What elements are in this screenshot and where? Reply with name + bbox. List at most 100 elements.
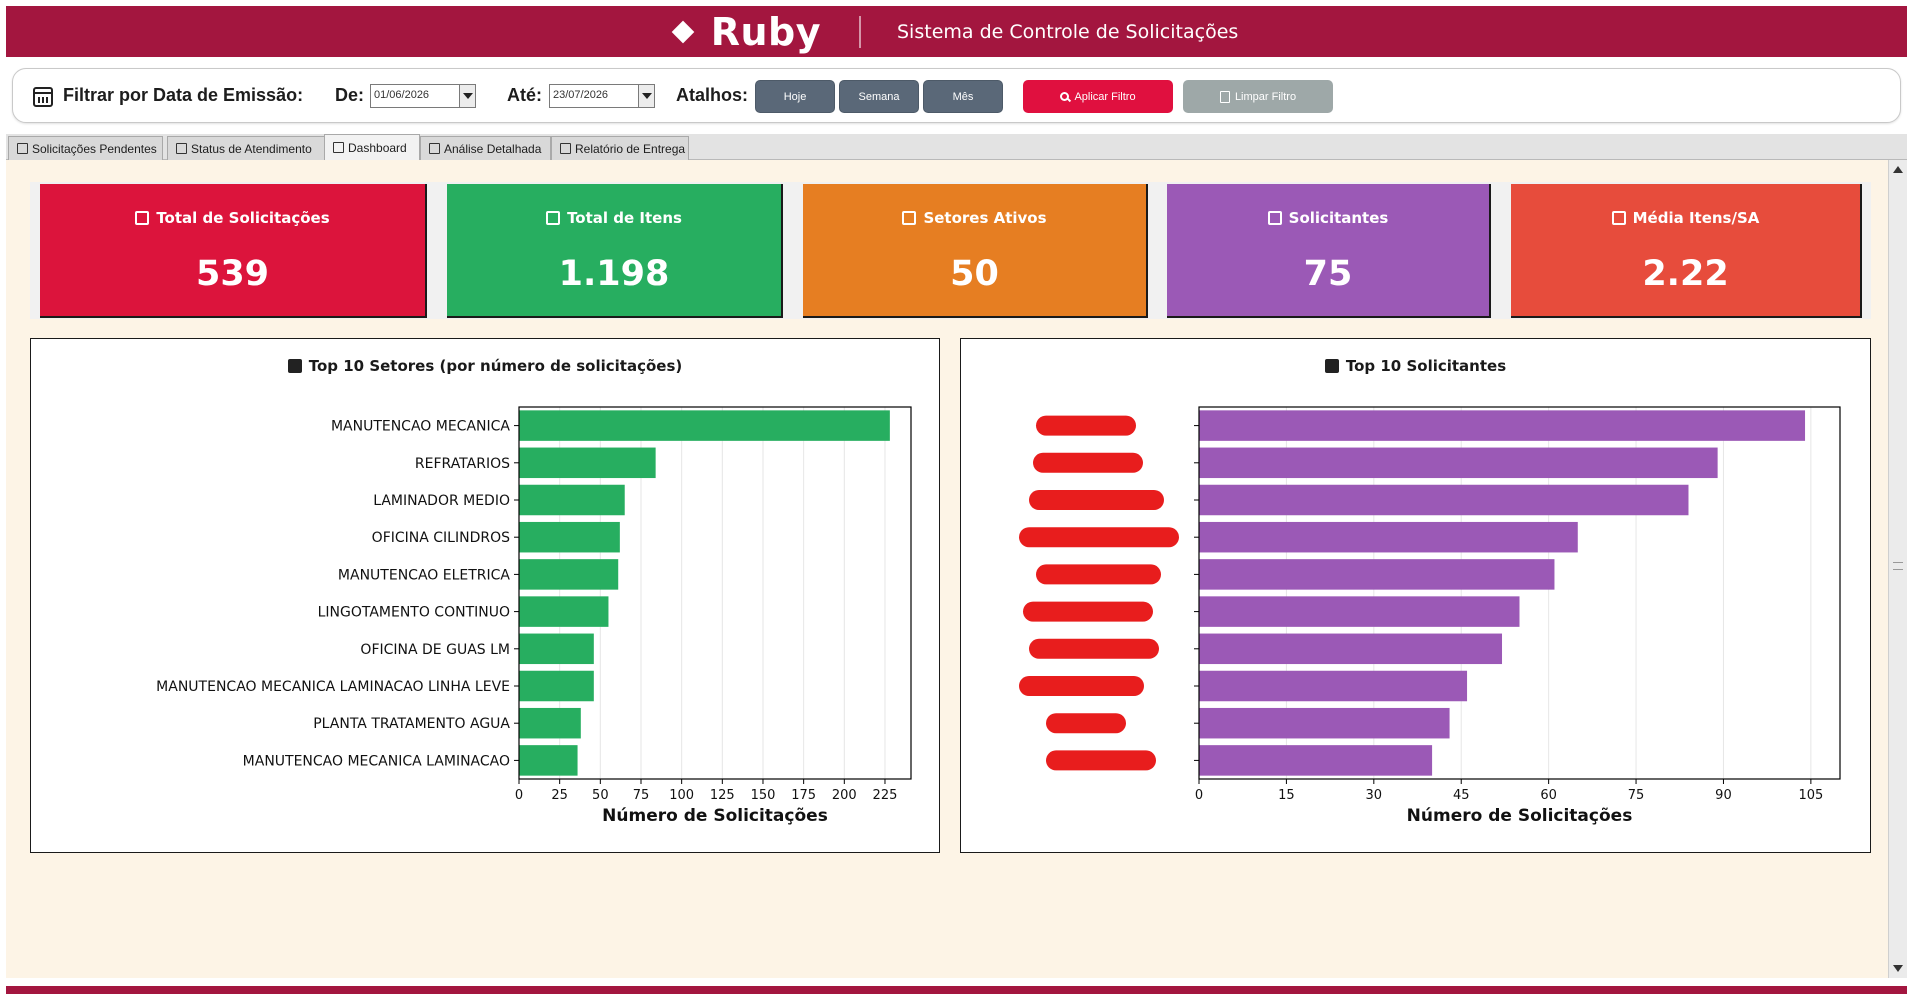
from-date-input[interactable]: 01/06/2026 [370, 84, 476, 108]
tab-dashboard[interactable]: Dashboard [324, 134, 420, 160]
redaction-mark [1029, 490, 1164, 510]
bar [1199, 559, 1555, 590]
y-tick-label: OFICINA CILINDROS [372, 530, 510, 546]
tab-label: Solicitações Pendentes [32, 141, 157, 156]
bar [519, 596, 609, 627]
package-icon [135, 211, 150, 225]
bar [1199, 484, 1689, 516]
tab-analise-detalhada[interactable]: Análise Detalhada [420, 136, 551, 160]
app-header: Ruby Sistema de Controle de Solicitações [6, 6, 1907, 57]
y-tick-label: LAMINADOR MEDIO [373, 493, 510, 509]
x-axis-label: Número de Solicitações [1407, 806, 1633, 826]
card-value: 2.22 [1642, 254, 1729, 294]
card-title-text: Solicitantes [1288, 209, 1389, 227]
card-title-text: Total de Itens [567, 209, 682, 227]
month-button[interactable]: Mês [923, 80, 1003, 113]
card-total-itens: Total de Itens 1.198 [447, 184, 783, 318]
bar [519, 745, 578, 776]
bar [519, 447, 656, 479]
x-tick-label: 50 [592, 788, 609, 803]
chart-panel-setores: Top 10 Setores (por número de solicitaçõ… [30, 338, 940, 853]
chart-title: Top 10 Solicitantes [961, 357, 1870, 375]
x-tick-label: 100 [669, 788, 694, 803]
from-date-dropdown-icon[interactable] [459, 85, 475, 107]
card-title-text: Setores Ativos [923, 209, 1047, 227]
card-total-solicitacoes: Total de Solicitações 539 [40, 184, 427, 318]
apply-filter-button[interactable]: Aplicar Filtro [1023, 80, 1173, 113]
header-subtitle: Sistema de Controle de Solicitações [897, 20, 1239, 43]
bar [1199, 670, 1468, 702]
bar [1199, 633, 1503, 665]
redaction-mark [1046, 750, 1156, 771]
scroll-down-icon[interactable] [1893, 965, 1903, 972]
tab-label: Status de Atendimento [191, 141, 312, 156]
week-button[interactable]: Semana [839, 80, 919, 113]
tab-label: Dashboard [348, 140, 407, 155]
box-icon [546, 211, 561, 225]
card-value: 539 [195, 254, 270, 294]
redaction-mark [1033, 452, 1143, 473]
to-date-value: 23/07/2026 [553, 89, 609, 101]
card-title: Média Itens/SA [1511, 209, 1860, 227]
to-label: Até: [507, 85, 542, 105]
redaction-mark [1019, 676, 1144, 696]
y-tick-label: MANUTENCAO MECANICA [331, 419, 510, 435]
chart-solicitantes: 0 15 30 45 60 75 90 105 Número de Solicitações [1019, 406, 1841, 826]
y-tick-label: MANUTENCAO MECANICA LAMINACAO LINHA LEVE [156, 679, 510, 695]
x-tick-label: 200 [832, 788, 857, 803]
plot-frame [1198, 406, 1841, 780]
to-date-input[interactable]: 23/07/2026 [549, 84, 655, 108]
brand: Ruby [671, 10, 821, 54]
building-icon [902, 211, 917, 225]
y-tick-label: MANUTENCAO MECANICA LAMINACAO [243, 753, 510, 769]
chart-title: Top 10 Setores (por número de solicitaçõ… [31, 357, 939, 375]
scroll-up-icon[interactable] [1893, 166, 1903, 173]
card-title: Total de Solicitações [40, 209, 425, 227]
card-title-text: Média Itens/SA [1632, 209, 1760, 227]
y-tick-label: PLANTA TRATAMENTO AGUA [313, 716, 510, 732]
clear-icon [1219, 90, 1230, 103]
bar [1199, 596, 1520, 627]
month-button-label: Mês [952, 90, 974, 103]
week-button-label: Semana [858, 90, 900, 103]
x-tick-label: 125 [710, 788, 735, 803]
x-tick-label: 30 [1366, 788, 1383, 803]
tab-solicitacoes-pendentes[interactable]: Solicitações Pendentes [8, 136, 163, 160]
clear-filter-button[interactable]: Limpar Filtro [1183, 80, 1333, 113]
card-title: Setores Ativos [803, 209, 1146, 227]
scroll-grip[interactable] [1893, 562, 1903, 570]
vertical-scrollbar[interactable] [1888, 160, 1907, 978]
x-tick-label: 90 [1715, 788, 1732, 803]
date-filter-bar: Filtrar por Data de Emissão: De: 01/06/2… [12, 68, 1901, 123]
tab-status-atendimento[interactable]: Status de Atendimento [167, 136, 325, 160]
bar [519, 410, 890, 441]
search-icon [1060, 92, 1070, 101]
from-date-value: 01/06/2026 [374, 89, 430, 101]
report-icon [560, 143, 571, 154]
filter-label: Filtrar por Data de Emissão: [63, 85, 304, 105]
clear-filter-label: Limpar Filtro [1234, 90, 1297, 103]
chart-title-text: Top 10 Setores (por número de solicitaçõ… [308, 357, 683, 375]
today-button-label: Hoje [783, 90, 807, 103]
bar [519, 559, 619, 590]
tab-relatorio-entrega[interactable]: Relatório de Entrega [551, 136, 689, 160]
card-setores-ativos: Setores Ativos 50 [803, 184, 1148, 318]
bar [519, 633, 594, 665]
card-value: 75 [1303, 254, 1353, 294]
tab-label: Análise Detalhada [444, 141, 542, 156]
x-tick-label: 15 [1278, 788, 1295, 803]
y-tick-label: MANUTENCAO ELETRICA [338, 567, 510, 583]
from-label: De: [335, 85, 365, 105]
tab-bar: Solicitações Pendentes Status de Atendim… [6, 134, 1907, 160]
bar [1199, 707, 1450, 739]
diamond-icon [671, 20, 695, 43]
chart-panel-solicitantes: Top 10 Solicitantes 0 15 30 45 60 75 90 105 Núme… [960, 338, 1871, 853]
x-tick-label: 45 [1453, 788, 1470, 803]
today-button[interactable]: Hoje [755, 80, 835, 113]
to-date-dropdown-icon[interactable] [638, 85, 654, 107]
tab-label: Relatório de Entrega [575, 141, 686, 156]
bar [519, 521, 620, 553]
bar [1199, 521, 1578, 553]
bar [519, 707, 581, 739]
